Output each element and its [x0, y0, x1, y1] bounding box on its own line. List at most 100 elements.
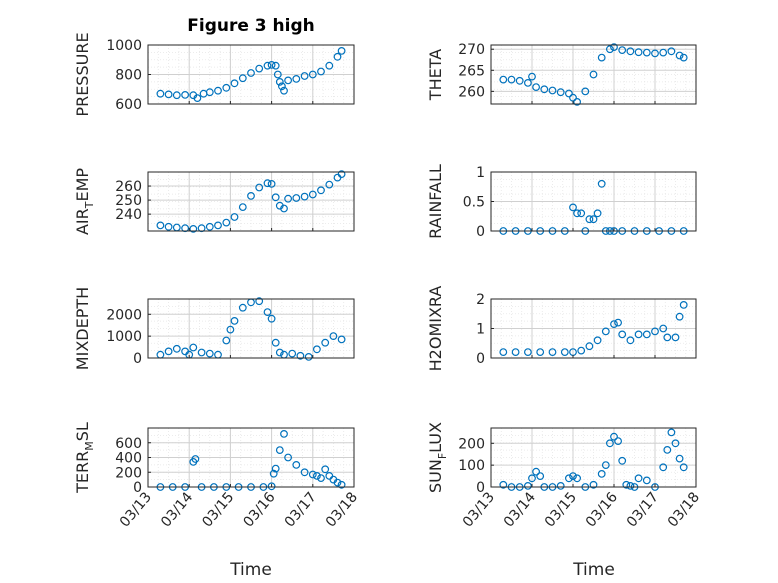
data-point [569, 93, 577, 102]
data-point [610, 320, 618, 329]
data-point [606, 439, 614, 448]
data-point [263, 179, 272, 188]
data-point [255, 64, 264, 73]
subplot-theta: 260 265 270 THETA [426, 42, 697, 106]
data-point [284, 76, 293, 85]
y-tick-label: 0 [476, 224, 485, 240]
data-point [573, 474, 581, 483]
data-point [634, 48, 643, 57]
data-point [634, 330, 643, 339]
data-point [593, 336, 602, 345]
data-point [267, 61, 276, 69]
y-tick-label: 1 [476, 322, 485, 338]
y-tick-label: 100 [458, 458, 485, 474]
data-point [321, 465, 330, 474]
data-point [164, 222, 173, 231]
data-point [614, 318, 622, 327]
data-point [222, 336, 231, 345]
data-point [300, 72, 309, 80]
data-point [679, 53, 688, 62]
data-point [181, 90, 190, 99]
data-point [573, 209, 581, 218]
data-point [164, 90, 173, 99]
y-tick-label: 1000 [106, 38, 142, 54]
data-point [651, 49, 659, 58]
y-axis-label: TERRMSL [73, 422, 96, 494]
x-axis-label-right: Time [572, 560, 615, 580]
y-tick-label: 600 [115, 97, 142, 113]
data-point [524, 348, 532, 357]
data-point [569, 472, 577, 481]
data-point [569, 203, 577, 212]
data-point [275, 77, 284, 86]
data-point [238, 203, 247, 212]
data-point [172, 344, 181, 353]
data-point [601, 327, 610, 336]
data-point [610, 432, 618, 441]
y-tick-label: 2000 [106, 307, 142, 323]
data-point [226, 325, 235, 334]
data-point [230, 79, 239, 88]
data-point [308, 190, 317, 199]
data-point [304, 353, 313, 361]
data-point [589, 70, 598, 79]
data-point [280, 204, 288, 213]
y-tick-label: 240 [115, 207, 142, 223]
axes-box [490, 427, 697, 488]
data-point [197, 348, 206, 357]
data-point [280, 430, 288, 438]
data-point [679, 463, 688, 472]
data-point [317, 474, 325, 483]
subplot-rainfall: 0 0.5 1 RAINFALL [426, 164, 697, 240]
subplot-pressure: 600 800 1000 PRESSURE [73, 32, 355, 117]
data-point [337, 47, 346, 55]
data-point [255, 183, 264, 192]
data-point [675, 51, 684, 60]
data-point [659, 48, 668, 57]
data-point [536, 348, 545, 357]
data-point [532, 467, 540, 476]
data-point [597, 470, 606, 478]
data-point [325, 61, 334, 70]
y-tick-label: 265 [458, 63, 485, 79]
x-tick-label: 03/18 [323, 489, 361, 530]
y-axis-label: SUNFLUX [426, 422, 449, 493]
x-tick-label: 03/16 [583, 489, 621, 530]
data-point [275, 446, 284, 455]
data-point [511, 348, 520, 357]
data-point [238, 303, 247, 312]
data-point [191, 455, 200, 463]
data-point [333, 52, 342, 61]
data-point [205, 222, 214, 231]
data-point [271, 193, 280, 202]
data-point [593, 209, 602, 218]
data-point [515, 76, 524, 85]
data-point [288, 349, 297, 358]
data-point [597, 179, 606, 188]
data-point [313, 472, 321, 480]
data-point [296, 351, 305, 360]
data-point [577, 346, 586, 355]
data-point [581, 87, 590, 96]
data-point [667, 47, 676, 56]
y-axis-label: MIXDEPTH [73, 287, 92, 370]
data-point [271, 338, 280, 347]
y-axis-label: PRESSURE [73, 32, 92, 116]
data-point [560, 348, 569, 357]
subplot-h2omixra: 0 1 2 H2OMIXRA [426, 286, 697, 371]
data-point [585, 215, 594, 224]
data-point [205, 349, 214, 358]
data-point [507, 75, 516, 84]
data-point [565, 89, 573, 98]
data-point [671, 333, 680, 342]
x-axis-label-left: Time [229, 560, 272, 580]
data-point [548, 86, 557, 95]
data-point [601, 461, 610, 470]
data-point [671, 439, 680, 448]
data-point [193, 94, 202, 102]
data-point [499, 348, 508, 357]
data-point [313, 345, 321, 354]
